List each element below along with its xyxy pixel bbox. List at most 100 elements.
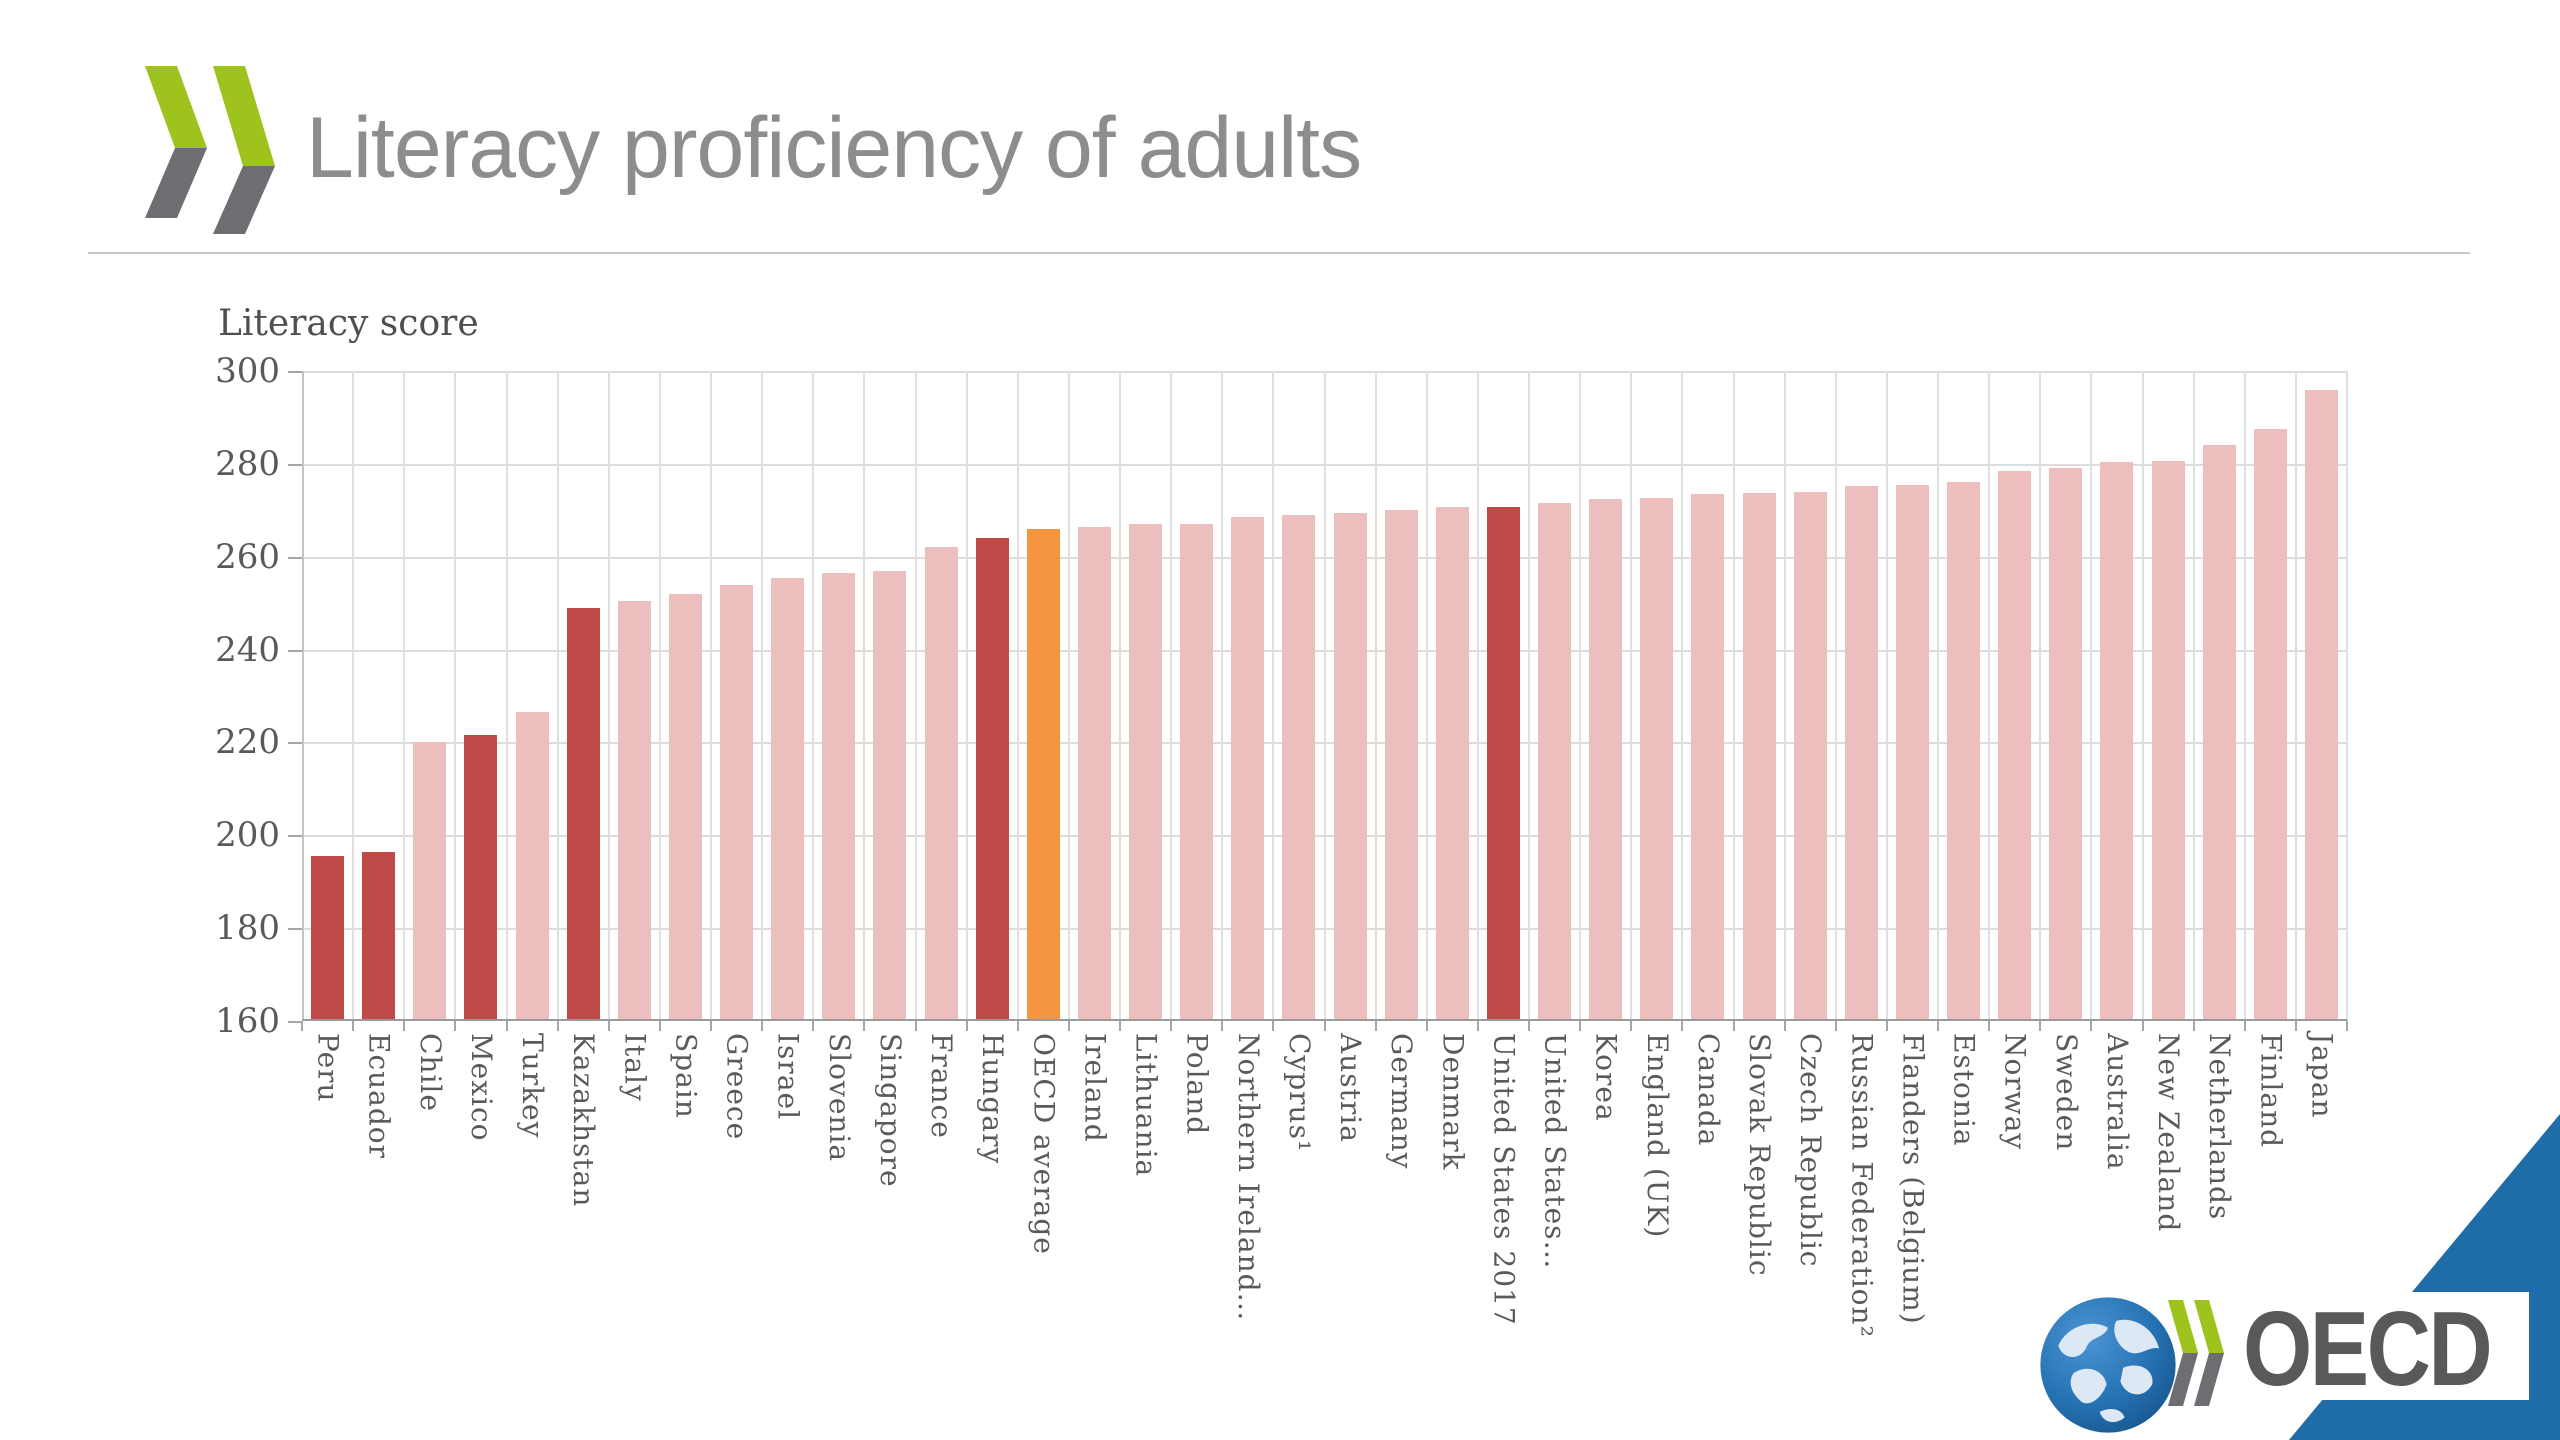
x-axis-tick-31 [1885,1021,1888,1031]
x-label-Slovak Republic: Slovak Republic [1743,1033,1777,1277]
bar-Peru [311,856,345,1021]
x-gridline-28 [1732,371,1735,1021]
bar-France [924,547,958,1021]
bar-Ecuador [362,851,396,1021]
oecd-wordmark: OECD [2243,1290,2493,1408]
x-gridline-31 [1885,371,1888,1021]
x-axis-tick-9 [761,1021,764,1031]
x-gridline-39 [2294,371,2297,1021]
y-axis-tick-160 [288,1021,302,1023]
x-axis-tick-2 [403,1021,406,1031]
x-gridline-14 [1016,371,1019,1021]
bar-Estonia [1947,482,1981,1021]
x-label-United States 2017: United States 2017 [1487,1033,1521,1326]
x-axis-tick-16 [1119,1021,1121,1031]
title-divider [88,252,2470,254]
bar-OECD average [1026,528,1060,1021]
x-gridline-34 [2039,371,2042,1021]
x-gridline-23 [1476,371,1479,1021]
x-gridline-15 [1067,371,1070,1021]
x-axis-tick-32 [1937,1021,1939,1031]
chevron-right-icon [213,66,275,234]
x-label-Netherlands: Netherlands [2203,1033,2237,1221]
x-axis-tick-20 [1323,1021,1326,1031]
x-axis-tick-29 [1783,1021,1786,1031]
x-label-Russian Federation²: Russian Federation² [1845,1033,1879,1338]
x-axis-tick-28 [1732,1021,1735,1031]
x-label-Singapore: Singapore [873,1033,907,1188]
bar-Chile [413,742,447,1021]
x-axis-line [302,1019,2347,1021]
x-gridline-19 [1272,371,1275,1021]
oecd-chevron-logo-icon [145,66,280,238]
x-gridline-11 [863,371,866,1021]
x-axis-tick-38 [2243,1021,2246,1031]
globe-icon [2040,1297,2176,1433]
x-label-Peru: Peru [311,1033,345,1103]
x-gridline-35 [2090,371,2093,1021]
bar-Austria [1333,512,1367,1021]
x-gridline-36 [2141,371,2144,1021]
x-gridline-38 [2243,371,2246,1021]
chevron-left-icon [145,66,207,218]
x-gridline-2 [403,371,406,1021]
x-axis-tick-39 [2294,1021,2297,1031]
x-axis-tick-37 [2192,1021,2195,1031]
x-label-Cyprus¹: Cyprus¹ [1282,1033,1316,1153]
x-label-Germany: Germany [1385,1033,1419,1170]
plot-area: 300 280 260 240 220 200 180 160 Peru Ecuador Chile… [215,351,2348,1338]
bar-Russian Federation² [1844,486,1878,1021]
x-label-New Zealand: New Zealand [2152,1033,2186,1233]
bar-Sweden [2049,467,2083,1021]
x-axis-tick-4 [505,1021,508,1031]
x-axis-tick-34 [2039,1021,2042,1031]
x-axis-tick-10 [812,1021,815,1031]
y-axis-tick-200 [288,835,302,838]
y-tick-label-300: 300 [215,351,280,391]
y-axis-line [302,371,304,1021]
bar-United States 2017 [1486,506,1520,1021]
x-gridline-9 [761,371,764,1021]
x-axis-tick-40 [2346,1021,2348,1031]
bar-Slovak Republic [1742,492,1776,1021]
x-label-Finland: Finland [2254,1033,2288,1149]
x-axis-tick-24 [1528,1021,1530,1031]
x-axis-tick-13 [965,1021,968,1031]
x-label-Greece: Greece [720,1033,754,1141]
x-label-Flanders (Belgium): Flanders (Belgium) [1896,1033,1930,1325]
bar-Korea [1589,499,1623,1021]
x-axis-tick-14 [1016,1021,1019,1031]
x-gridline-37 [2192,371,2195,1021]
x-label-France: France [925,1033,959,1139]
x-label-Canada: Canada [1691,1033,1725,1147]
x-label-Hungary: Hungary [976,1033,1010,1165]
x-axis-tick-19 [1272,1021,1275,1031]
x-axis-tick-11 [863,1021,866,1031]
x-gridline-8 [710,371,712,1021]
y-axis-tick-180 [288,928,302,931]
y-tick-label-180: 180 [215,908,280,949]
x-gridline-20 [1323,371,1326,1021]
x-gridline-26 [1630,371,1633,1021]
x-gridline-32 [1937,371,1939,1021]
y-axis-tick-220 [288,742,302,745]
x-gridline-33 [1988,371,1991,1021]
x-gridline-21 [1374,371,1377,1021]
bar-Finland [2253,429,2287,1021]
bar-Cyprus¹ [1282,514,1316,1021]
bar-Hungary [975,538,1009,1021]
x-axis-tick-36 [2141,1021,2144,1031]
y-axis-tick-240 [288,649,302,652]
bar-Israel [771,577,805,1021]
bar-Flanders (Belgium) [1895,484,1929,1021]
x-label-Korea: Korea [1589,1033,1623,1122]
x-label-Japan: Japan [2305,1033,2339,1119]
x-label-Kazakhstan: Kazakhstan [567,1033,601,1208]
x-label-Ecuador: Ecuador [362,1033,396,1160]
bar-Canada [1691,494,1725,1021]
bar-Netherlands [2202,445,2236,1021]
y-tick-label-160: 160 [215,1001,280,1041]
x-gridline-12 [914,371,917,1021]
x-label-Austria: Austria [1334,1033,1368,1143]
